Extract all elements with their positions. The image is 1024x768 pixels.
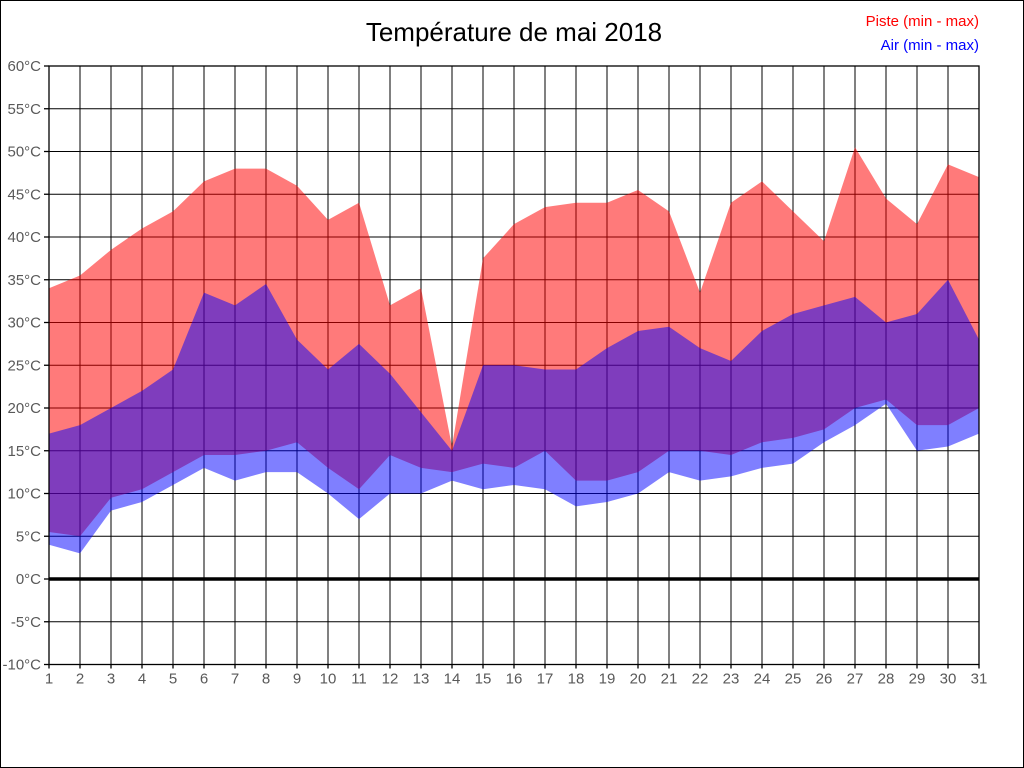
- x-tick-label: 29: [909, 671, 926, 688]
- x-tick-label: 7: [231, 671, 239, 688]
- x-tick-label: 12: [382, 671, 399, 688]
- x-tick-label: 27: [847, 671, 864, 688]
- x-tick-label: 26: [816, 671, 833, 688]
- x-tick-label: 10: [320, 671, 337, 688]
- y-tick-label: 25°C: [7, 357, 41, 374]
- x-tick-label: 14: [444, 671, 461, 688]
- x-tick-label: 9: [293, 671, 301, 688]
- x-tick-label: 30: [940, 671, 957, 688]
- x-tick-label: 25: [785, 671, 802, 688]
- y-tick-label: 50°C: [7, 144, 41, 161]
- y-axis-labels: 60°C 55°C 50°C 45°C 40°C 35°C 30°C 25°C 20°C 15°C…: [2, 58, 49, 674]
- x-tick-label: 6: [200, 671, 208, 688]
- x-tick-label: 5: [169, 671, 177, 688]
- x-tick-label: 15: [475, 671, 492, 688]
- x-tick-label: 23: [723, 671, 740, 688]
- x-axis-labels: 1 2 3 4 5 6 7 8 9 10 11 12 13 14 15 16 17 18 19 20 21 22 23 24 2…: [45, 664, 988, 688]
- x-tick-label: 31: [971, 671, 988, 688]
- legend: Piste (min - max) Air (min - max): [866, 10, 979, 58]
- x-tick-label: 21: [661, 671, 678, 688]
- x-tick-label: 3: [107, 671, 115, 688]
- x-tick-label: 13: [413, 671, 430, 688]
- y-tick-label: 45°C: [7, 186, 41, 203]
- legend-air-label: Air (min - max): [880, 37, 979, 54]
- legend-piste-label: Piste (min - max): [865, 13, 979, 30]
- y-tick-label: 35°C: [7, 272, 41, 289]
- x-tick-label: 18: [568, 671, 585, 688]
- x-tick-label: 20: [630, 671, 647, 688]
- x-tick-label: 19: [599, 671, 616, 688]
- y-tick-label: 40°C: [7, 229, 41, 246]
- y-tick-label: -5°C: [11, 614, 41, 631]
- x-tick-label: 11: [351, 671, 367, 688]
- x-tick-label: 22: [692, 671, 709, 688]
- x-tick-label: 16: [506, 671, 523, 688]
- legend-air: Air (min - max): [866, 34, 979, 58]
- y-tick-label: 60°C: [7, 58, 41, 75]
- x-tick-label: 1: [45, 671, 53, 688]
- y-tick-label: 15°C: [7, 443, 41, 460]
- y-tick-label: -10°C: [2, 657, 41, 674]
- chart-title: Température de mai 2018: [365, 17, 663, 47]
- x-tick-label: 28: [878, 671, 895, 688]
- y-tick-label: 55°C: [7, 101, 41, 118]
- x-tick-label: 24: [754, 671, 771, 688]
- air-band: [49, 279, 979, 554]
- x-tick-label: 4: [138, 671, 146, 688]
- y-tick-label: 0°C: [16, 571, 41, 588]
- y-tick-label: 20°C: [7, 400, 41, 417]
- y-tick-label: 30°C: [7, 315, 41, 332]
- x-tick-label: 8: [262, 671, 270, 688]
- x-tick-label: 17: [537, 671, 554, 688]
- y-tick-label: 10°C: [7, 486, 41, 503]
- y-tick-label: 5°C: [16, 528, 41, 545]
- x-tick-label: 2: [76, 671, 84, 688]
- legend-piste: Piste (min - max): [866, 10, 979, 34]
